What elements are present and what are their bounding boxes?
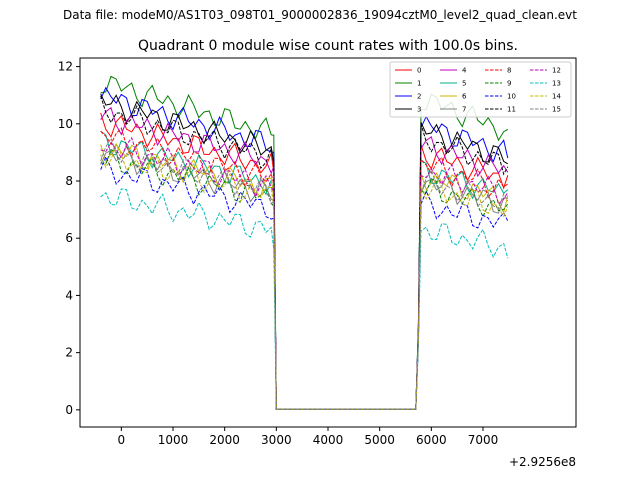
legend-label-15: 15 <box>552 106 561 114</box>
y-tick-label: 2 <box>65 346 73 360</box>
series-line-10 <box>100 155 509 410</box>
suptitle: Data file: modeM0/AS1T03_098T01_90000028… <box>63 8 577 22</box>
legend-label-6: 6 <box>462 93 467 101</box>
x-tick-label: 5000 <box>364 433 395 447</box>
chart-title: Quadrant 0 module wise count rates with … <box>138 38 518 54</box>
legend-label-1: 1 <box>417 80 421 88</box>
series-line-15 <box>100 137 509 410</box>
x-tick-label: 3000 <box>261 433 292 447</box>
y-tick-label: 6 <box>65 231 73 245</box>
y-tick-label: 0 <box>65 403 73 417</box>
x-tick-label: 7000 <box>468 433 499 447</box>
legend-label-10: 10 <box>507 93 516 101</box>
x-tick-label: 1000 <box>158 433 189 447</box>
legend-label-11: 11 <box>507 106 516 114</box>
legend-label-0: 0 <box>417 67 421 75</box>
legend-label-14: 14 <box>552 93 561 101</box>
x-tick-label: 4000 <box>313 433 344 447</box>
x-tick-label: 2000 <box>209 433 240 447</box>
y-tick-label: 4 <box>65 288 73 302</box>
legend-label-5: 5 <box>462 80 466 88</box>
legend-label-4: 4 <box>462 67 467 75</box>
x-tick-label: 0 <box>118 433 126 447</box>
x-axis: 0 1000 2000 3000 4000 5000 6000 7000 <box>118 427 499 447</box>
legend-box <box>389 61 572 118</box>
series-line-11 <box>100 95 509 410</box>
series-lines <box>100 75 509 410</box>
legend-label-12: 12 <box>552 67 561 75</box>
y-tick-label: 12 <box>58 60 73 74</box>
legend-label-3: 3 <box>417 106 421 114</box>
x-tick-label: 6000 <box>416 433 447 447</box>
x-offset-label: +2.9256e8 <box>509 455 576 469</box>
legend-label-7: 7 <box>462 106 466 114</box>
legend-label-8: 8 <box>507 67 511 75</box>
series-line-8 <box>100 127 509 410</box>
y-tick-label: 8 <box>65 174 73 188</box>
plot-background <box>80 58 576 427</box>
y-axis: 0 2 4 6 8 10 12 <box>58 60 80 417</box>
legend-label-2: 2 <box>417 93 421 101</box>
legend-label-13: 13 <box>552 80 561 88</box>
y-tick-label: 10 <box>58 117 73 131</box>
series-line-14 <box>100 144 509 410</box>
legend-label-9: 9 <box>507 80 511 88</box>
